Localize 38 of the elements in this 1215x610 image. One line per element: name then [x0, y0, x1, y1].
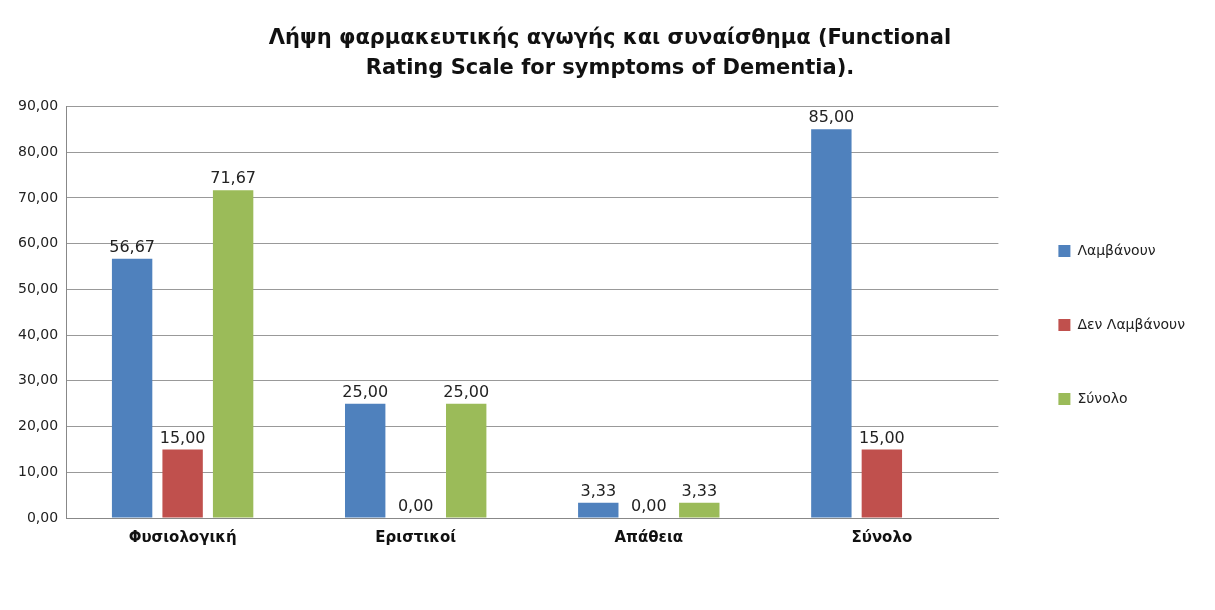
legend-label: Σύνολο [1077, 389, 1128, 406]
x-tick-label: Απάθεια [614, 527, 684, 546]
chart-title: Λήψη φαρμακευτικής αγωγής και συναίσθημα (Functional Rating Scale for symptoms of Dementia). [267, 24, 953, 81]
data-label: 25,00 [342, 381, 389, 401]
bar [212, 190, 254, 518]
data-label: 15,00 [858, 427, 905, 447]
data-label: 85,00 [808, 107, 855, 127]
data-label: 0,00 [397, 496, 434, 516]
bar [578, 502, 619, 518]
y-tick-label: 90,00 [17, 97, 59, 114]
legend-label: Δεν Λαμβάνουν [1077, 315, 1186, 332]
data-label: 3,33 [681, 480, 718, 500]
bar [345, 403, 386, 518]
data-label: 56,67 [109, 236, 156, 256]
legend-label: Λαμβάνουν [1077, 241, 1156, 258]
data-label: 15,00 [159, 427, 206, 447]
bar [162, 449, 203, 518]
data-label: 25,00 [443, 381, 490, 401]
y-tick-label: 20,00 [17, 417, 59, 434]
data-label: 71,67 [210, 168, 257, 188]
y-tick-label: 70,00 [17, 188, 59, 205]
y-tick-label: 30,00 [17, 371, 59, 388]
x-tick-label: Σύνολο [851, 527, 913, 546]
data-label: 3,33 [580, 480, 617, 500]
bar [679, 502, 720, 518]
x-tick-label: Φυσιολογική [128, 527, 237, 546]
y-tick-label: 60,00 [17, 234, 59, 251]
y-tick-label: 50,00 [17, 279, 59, 296]
bar [446, 403, 487, 518]
data-label: 0,00 [630, 496, 667, 516]
y-tick-label: 40,00 [17, 325, 59, 342]
bar [811, 129, 852, 518]
y-tick-label: 10,00 [17, 462, 59, 479]
y-tick-label: 80,00 [17, 142, 59, 159]
bar [861, 449, 903, 518]
x-tick-label: Εριστικοί [375, 527, 457, 546]
bar [111, 258, 153, 518]
y-tick-label: 0,00 [26, 508, 59, 525]
